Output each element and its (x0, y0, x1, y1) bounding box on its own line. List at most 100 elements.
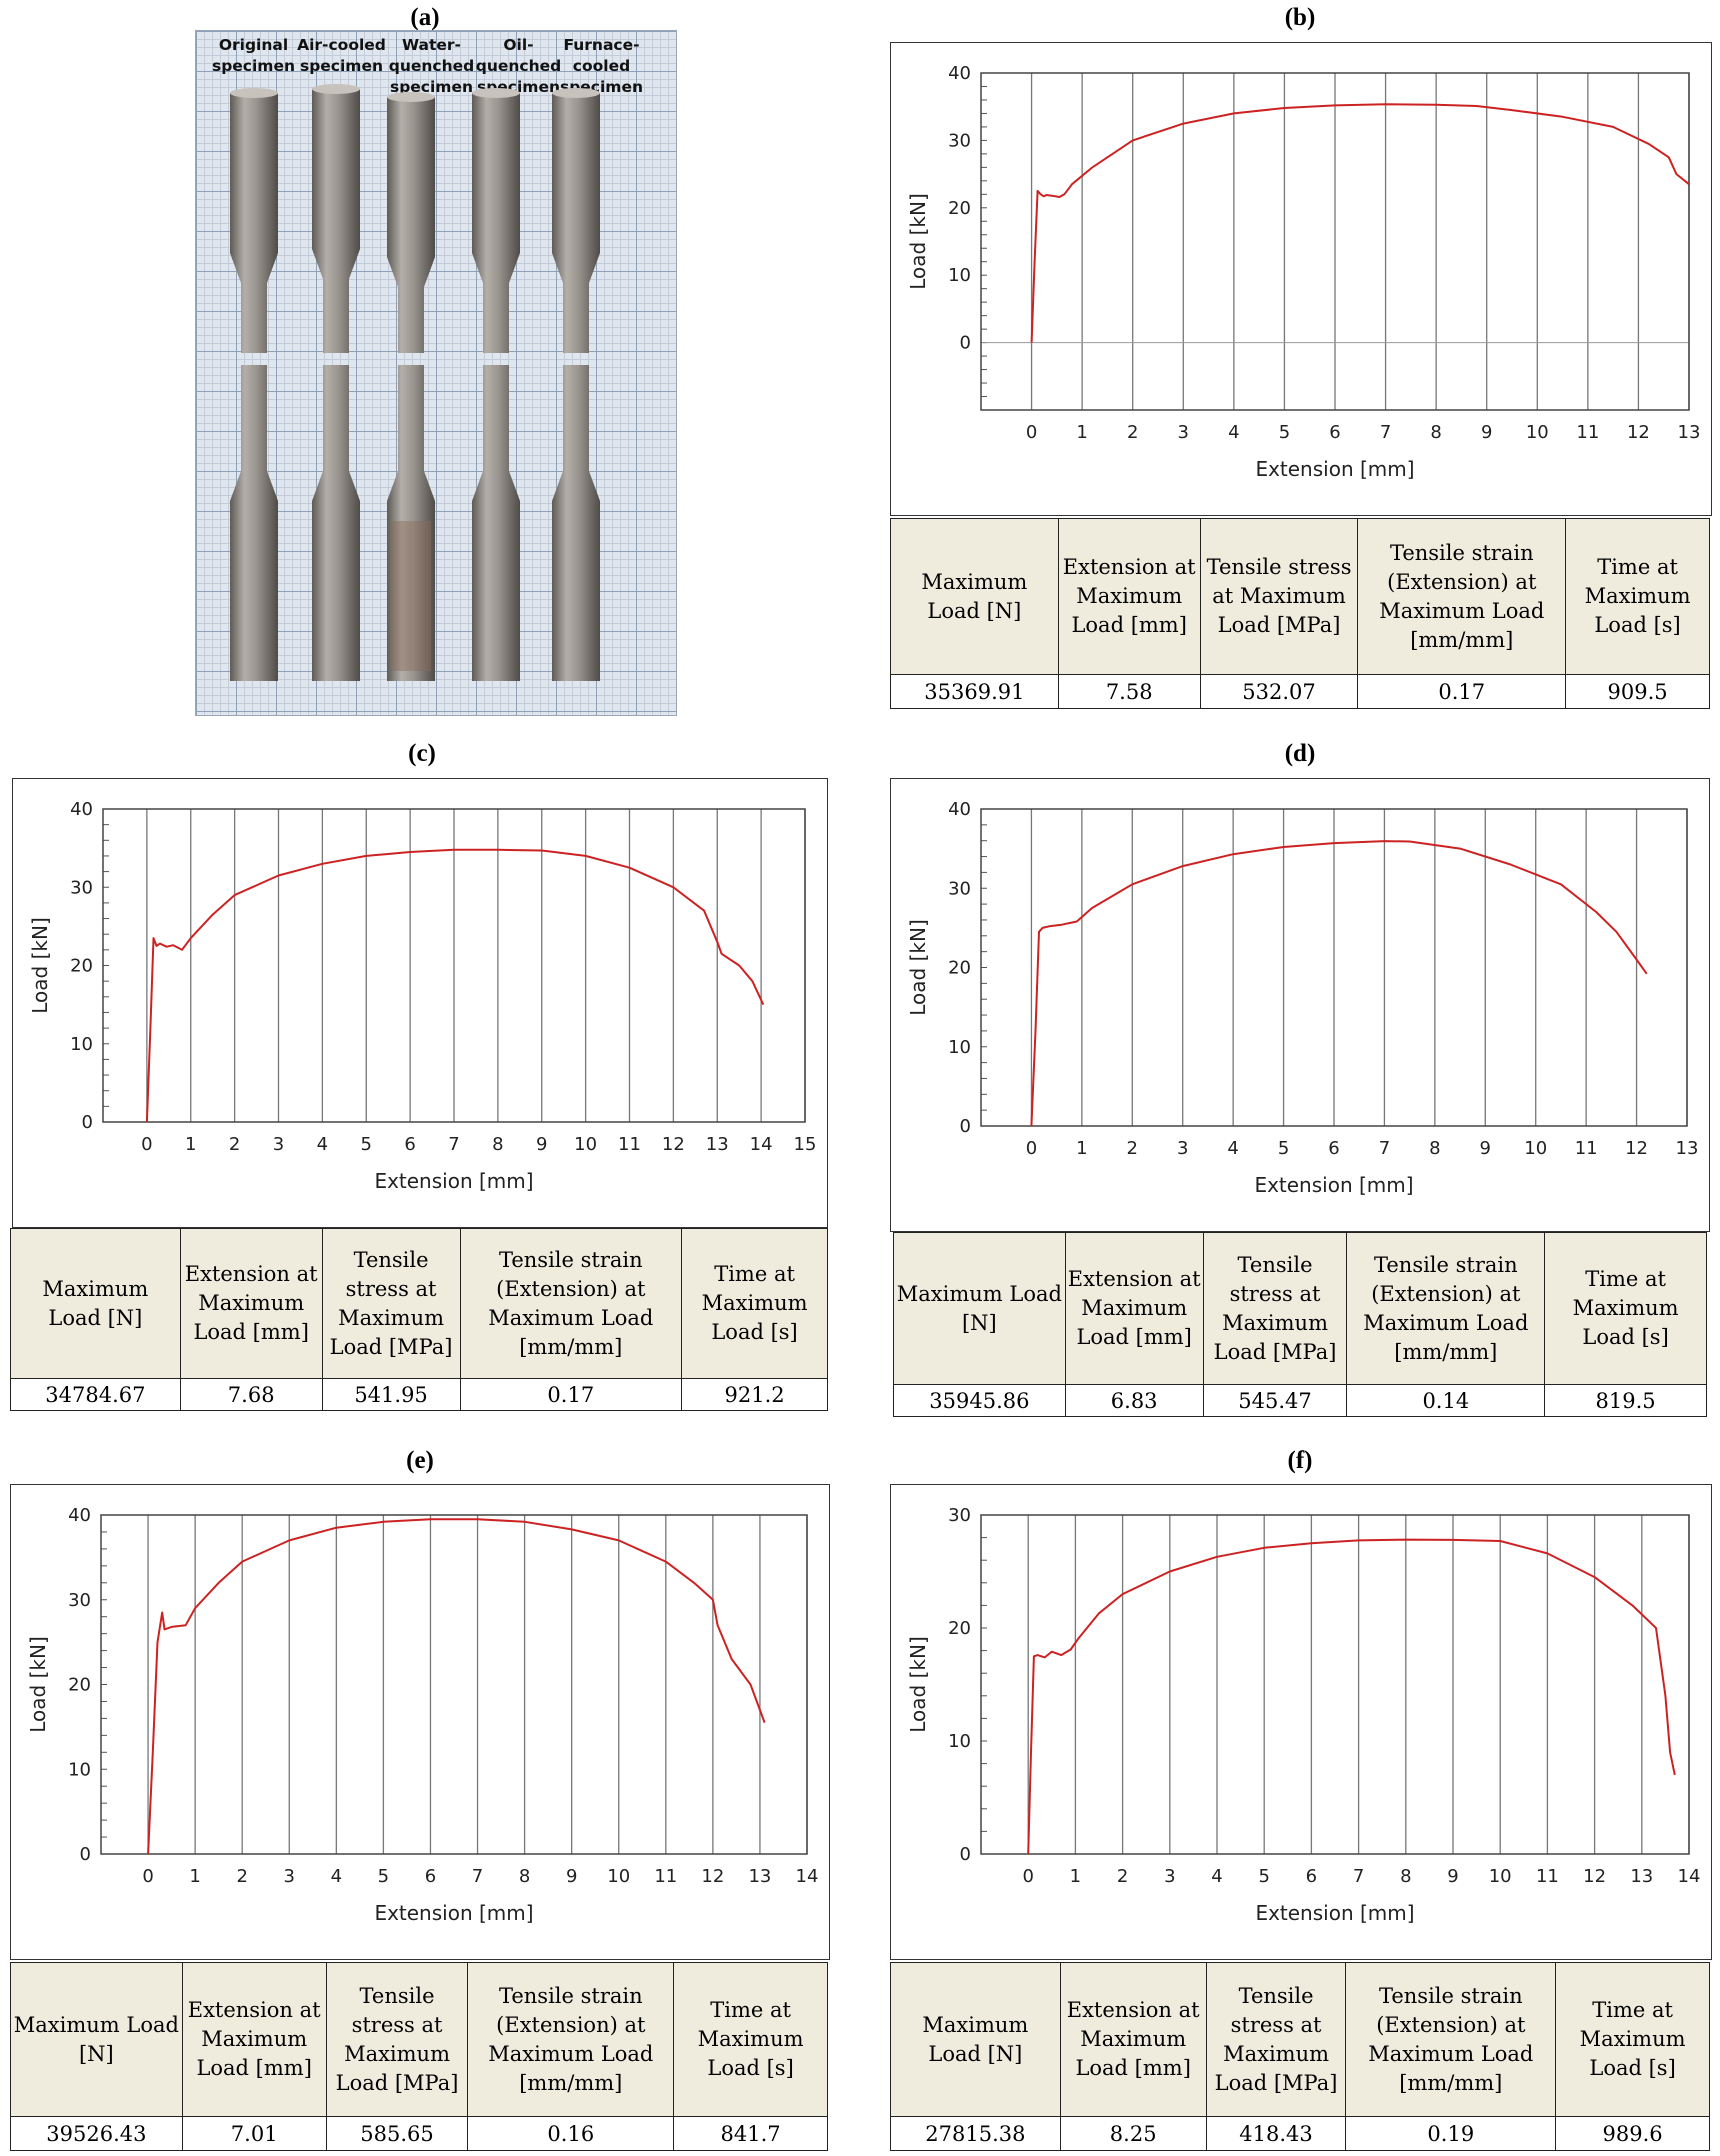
x-tick-label: 6 (1306, 1866, 1317, 1887)
specimen-rod (312, 84, 360, 681)
x-tick-label: 12 (1627, 422, 1650, 443)
x-tick-label: 12 (1583, 1866, 1606, 1887)
x-tick-label: 4 (1228, 422, 1239, 443)
value-stress: 532.07 (1199, 674, 1359, 709)
value-extension: 6.83 (1064, 1384, 1204, 1417)
y-tick-label: 20 (948, 198, 971, 219)
x-tick-label: 11 (1536, 1866, 1559, 1887)
chart-b-frame: 0 1 2 3 4 5 6 7 8 9 10 11 12 13 0 10 20 30 40 Extension [mm… (890, 42, 1712, 516)
header-max-load: Maximum Load [N] (10, 1228, 181, 1379)
x-tick-label: 1 (1070, 1866, 1081, 1887)
x-axis-label: Extension [mm] (1254, 1173, 1413, 1197)
load-extension-curve (1030, 103, 1690, 343)
value-max-load: 35945.86 (893, 1384, 1066, 1417)
x-tick-label: 5 (1279, 422, 1290, 443)
value-strain: 0.19 (1345, 2116, 1557, 2151)
specimen-rod (387, 92, 435, 681)
results-table-c: Maximum Load [N] Extension at Maximum Lo… (10, 1228, 828, 1411)
header-time: Time at Maximum Load [s] (673, 1962, 828, 2117)
x-tick-label: 3 (1178, 422, 1189, 443)
value-max-load: 39526.43 (10, 2116, 183, 2151)
value-stress: 585.65 (325, 2116, 469, 2151)
chart-c: 0 1 2 3 4 5 6 7 8 9 10 11 12 13 14 15010203040Extension… (28, 799, 817, 1193)
y-tick-label: 0 (960, 333, 971, 354)
x-tick-label: 9 (1447, 1866, 1458, 1887)
x-tick-label: 6 (404, 1134, 415, 1155)
x-tick-label: 12 (662, 1134, 685, 1155)
header-extension: Extension at Maximum Load [mm] (1057, 518, 1201, 675)
y-tick-label: 10 (70, 1034, 93, 1055)
x-tick-label: 3 (1164, 1866, 1175, 1887)
value-extension: 7.68 (179, 1378, 323, 1411)
value-strain: 0.16 (467, 2116, 675, 2151)
x-tick-label: 8 (1429, 1138, 1440, 1159)
chart-e-frame: 0 1 2 3 4 5 6 7 8 9 10 11 12 13 14 0 10 20 30 40 Extension [… (10, 1484, 830, 1960)
x-tick-label: 2 (1127, 1138, 1138, 1159)
specimen-label-water-quenched: Water-quenched specimen (388, 36, 475, 96)
x-tick-label: 4 (1211, 1866, 1222, 1887)
x-tick-label: 6 (1328, 1138, 1339, 1159)
header-stress: Tensile stress at Maximum Load [MPa] (1202, 1232, 1348, 1385)
plot-frame (980, 808, 1688, 1127)
value-stress: 418.43 (1205, 2116, 1347, 2151)
panel-label-e: (e) (406, 1447, 434, 1474)
x-tick-label: 11 (618, 1134, 641, 1155)
header-stress: Tensile stress at Maximum Load [MPa] (325, 1962, 469, 2117)
x-tick-label: 11 (654, 1866, 677, 1887)
y-tick-label: 10 (948, 265, 971, 286)
x-tick-label: 2 (229, 1134, 240, 1155)
y-tick-label: 40 (70, 799, 93, 820)
y-tick-label: 10 (68, 1759, 91, 1780)
header-max-load: Maximum Load [N] (893, 1232, 1066, 1385)
specimens-drawing (230, 84, 600, 681)
x-tick-label: 10 (607, 1866, 630, 1887)
load-extension-curve (147, 1518, 766, 1855)
load-extension-curve (1027, 1538, 1676, 1855)
y-axis-label: Load [kN] (906, 919, 930, 1015)
x-tick-label: 4 (331, 1866, 342, 1887)
y-tick-label: 0 (82, 1112, 93, 1133)
y-tick-label: 20 (70, 956, 93, 977)
results-table-f: Maximum Load [N] Extension at Maximum Lo… (890, 1962, 1710, 2151)
value-max-load: 27815.38 (890, 2116, 1061, 2151)
x-tick-label: 12 (701, 1866, 724, 1887)
header-time: Time at Maximum Load [s] (1555, 1962, 1710, 2117)
y-tick-label: 40 (948, 63, 971, 84)
y-tick-label: 20 (948, 958, 971, 979)
y-tick-label: 30 (948, 130, 971, 151)
x-tick-label: 5 (361, 1134, 372, 1155)
x-tick-label: 10 (1526, 422, 1549, 443)
x-tick-label: 8 (492, 1134, 503, 1155)
x-tick-label: 10 (1489, 1866, 1512, 1887)
x-tick-label: 4 (317, 1134, 328, 1155)
x-tick-label: 15 (794, 1134, 817, 1155)
x-tick-label: 0 (1026, 1138, 1037, 1159)
header-strain: Tensile strain (Extension) at Maximum Lo… (1346, 1232, 1546, 1385)
y-tick-label: 40 (948, 799, 971, 820)
x-tick-label: 0 (1022, 1866, 1033, 1887)
x-tick-label: 1 (189, 1866, 200, 1887)
y-tick-label: 20 (948, 1618, 971, 1639)
specimen-rod (230, 88, 278, 681)
x-tick-label: 6 (1329, 422, 1340, 443)
results-table-e: Maximum Load [N] Extension at Maximum Lo… (10, 1962, 828, 2151)
header-time: Time at Maximum Load [s] (1544, 1232, 1707, 1385)
y-tick-label: 10 (948, 1731, 971, 1752)
x-tick-label: 9 (536, 1134, 547, 1155)
header-strain: Tensile strain (Extension) at Maximum Lo… (459, 1228, 683, 1379)
x-tick-label: 1 (1076, 1138, 1087, 1159)
chart-f-frame: 0 1 2 3 4 5 6 7 8 9 10 11 12 13 14 0 10 20 30 Extension [mm… (890, 1484, 1712, 1960)
value-time: 841.7 (673, 2116, 828, 2151)
value-strain: 0.17 (459, 1378, 683, 1411)
header-max-load: Maximum Load [N] (10, 1962, 183, 2117)
y-tick-label: 20 (68, 1675, 91, 1696)
x-tick-label: 11 (1575, 1138, 1598, 1159)
x-tick-label: 9 (1480, 1138, 1491, 1159)
x-tick-label: 13 (1678, 422, 1701, 443)
y-tick-label: 0 (960, 1116, 971, 1137)
value-extension: 8.25 (1059, 2116, 1207, 2151)
panel-label-b: (b) (1284, 4, 1316, 31)
